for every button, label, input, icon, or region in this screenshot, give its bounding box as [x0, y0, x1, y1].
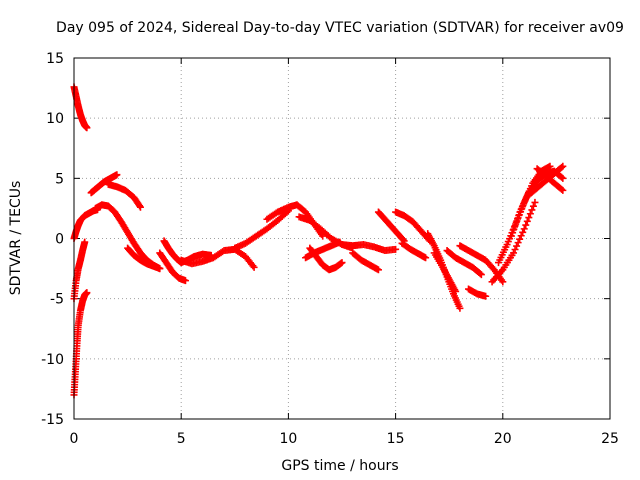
- data-point: [156, 265, 164, 273]
- data-point: [558, 173, 566, 181]
- data-point: [559, 162, 567, 170]
- data-point: [516, 235, 524, 243]
- x-axis-ticks: 0 5 10 15 20 25: [70, 58, 619, 447]
- series-arc-29: [507, 167, 567, 240]
- x-tick-label: 15: [387, 431, 405, 447]
- data-point: [558, 163, 566, 171]
- data-point: [250, 263, 258, 271]
- series-arc-17: [338, 241, 400, 255]
- series-arc-6: [91, 201, 164, 273]
- data-point: [452, 287, 460, 295]
- x-tick-label: 10: [279, 431, 297, 447]
- series-arc-21: [398, 239, 430, 262]
- x-axis-label: GPS time / hours: [281, 458, 398, 474]
- series-arc-23: [430, 249, 460, 295]
- data-point: [511, 246, 519, 254]
- series-arc-2: [70, 289, 91, 399]
- data-point: [507, 232, 515, 240]
- data-point: [513, 242, 521, 250]
- data-point: [510, 249, 518, 257]
- data-point: [517, 232, 525, 240]
- data-point: [526, 210, 534, 218]
- data-point: [529, 202, 537, 210]
- y-tick-label: 15: [46, 51, 64, 67]
- data-point: [510, 225, 518, 233]
- data-point: [559, 186, 567, 194]
- x-tick-label: 20: [494, 431, 512, 447]
- series-arc-18: [349, 249, 382, 274]
- data-point: [136, 203, 144, 211]
- data-point: [520, 225, 528, 233]
- series-arc-31: [525, 162, 567, 199]
- data-point: [514, 239, 522, 247]
- data-point: [113, 171, 121, 179]
- data-point: [523, 217, 531, 225]
- y-axis-ticks: -15 -10 -5 0 5 10 15: [41, 51, 610, 428]
- data-point: [522, 221, 530, 229]
- x-tick-label: 0: [70, 431, 79, 447]
- data-point: [528, 206, 536, 214]
- series-arc-4: [70, 206, 102, 242]
- data-point: [511, 222, 519, 230]
- data-point: [546, 162, 554, 170]
- plot-frame: [73, 57, 611, 420]
- data-point: [509, 229, 517, 237]
- y-tick-label: 0: [55, 232, 64, 248]
- series-arc-8: [124, 244, 164, 273]
- y-axis-label: SDTVAR / TECUs: [8, 181, 24, 296]
- data-point: [482, 292, 490, 300]
- data-point: [338, 259, 346, 267]
- series-arc-27: [488, 198, 539, 286]
- series-arc-1: [70, 83, 91, 132]
- y-tick-label: 5: [55, 171, 64, 187]
- data-point: [515, 211, 523, 219]
- y-tick-label: -5: [50, 292, 64, 308]
- data-point: [512, 218, 520, 226]
- series-arc-5: [87, 171, 121, 197]
- grid-lines: [74, 58, 610, 419]
- series-arc-7: [104, 180, 144, 211]
- series-arc-24: [443, 247, 485, 279]
- y-tick-label: -10: [41, 352, 64, 368]
- x-tick-label: 25: [601, 431, 619, 447]
- y-tick-label: -15: [41, 412, 64, 428]
- chart-title: Day 095 of 2024, Sidereal Day-to-day VTE…: [56, 20, 624, 36]
- data-markers: [70, 83, 567, 399]
- data-point: [477, 271, 485, 279]
- series-arc-12: [231, 207, 292, 252]
- data-point: [499, 278, 507, 286]
- series-arc-11: [177, 245, 258, 271]
- series-arc-13: [263, 201, 327, 240]
- data-point: [81, 238, 89, 246]
- data-point: [456, 304, 464, 312]
- data-point: [83, 124, 91, 132]
- data-point: [181, 277, 189, 285]
- data-point: [422, 254, 430, 262]
- data-point: [374, 266, 382, 274]
- data-point: [519, 228, 527, 236]
- y-tick-label: 10: [46, 111, 64, 127]
- series-arc-26: [464, 285, 490, 300]
- data-point: [392, 245, 400, 253]
- data-point: [136, 202, 144, 210]
- series-arc-10: [156, 249, 189, 285]
- data-point: [531, 198, 539, 206]
- data-point: [559, 174, 567, 182]
- data-point: [558, 185, 566, 193]
- data-point: [476, 270, 484, 278]
- data-point: [83, 289, 91, 297]
- data-point: [525, 214, 533, 222]
- x-tick-label: 5: [177, 431, 186, 447]
- series-arc-16: [302, 238, 344, 262]
- data-point: [514, 215, 522, 223]
